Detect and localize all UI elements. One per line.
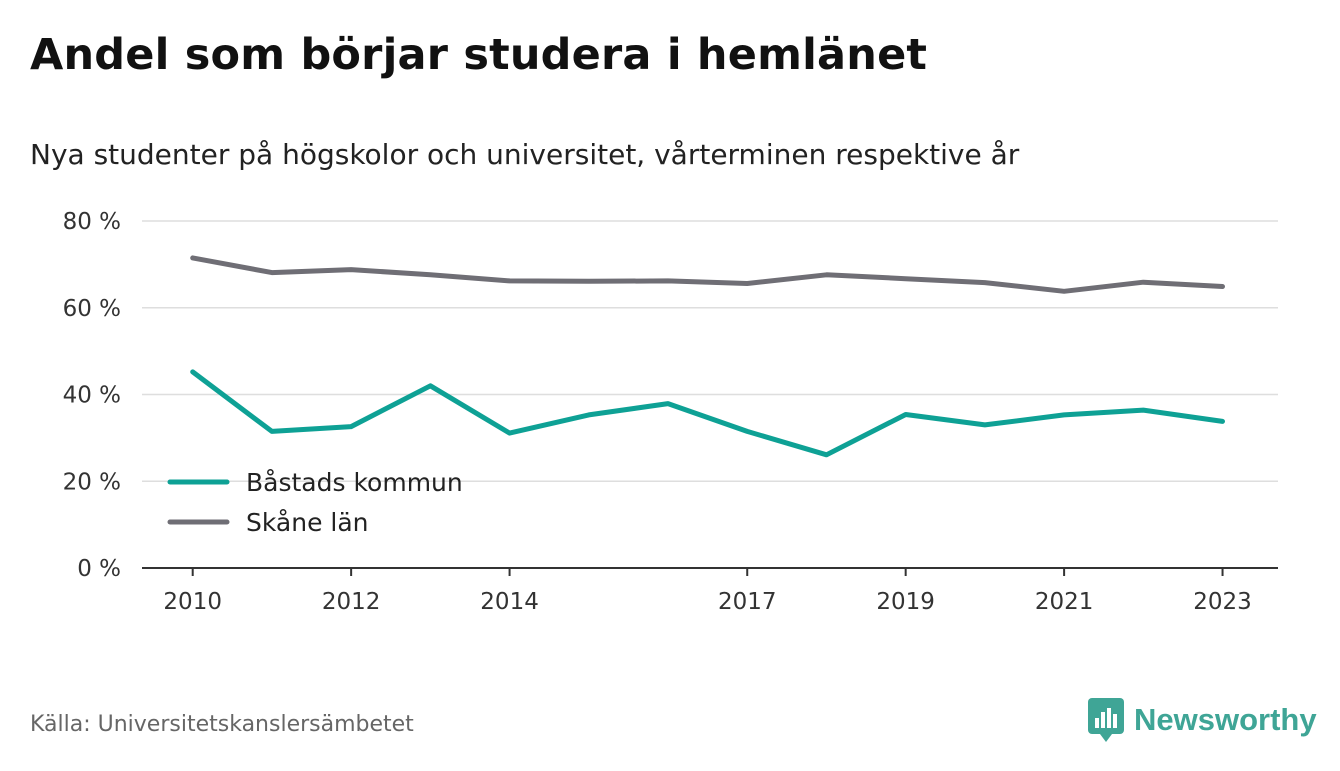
y-tick-label: 40 % [63, 383, 121, 409]
brand-name: Newsworthy [1134, 702, 1317, 737]
x-tick-label: 2021 [1035, 589, 1094, 615]
brand-logo: Newsworthy [1088, 698, 1317, 742]
x-tick-label: 2019 [876, 589, 935, 615]
x-tick-label: 2014 [480, 589, 539, 615]
legend-label: Båstads kommun [246, 468, 463, 497]
y-tick-label: 0 % [77, 556, 121, 582]
series-lines [190, 255, 1225, 458]
chart-subtitle: Nya studenter på högskolor och universit… [30, 138, 1020, 171]
grid-lines [142, 220, 1278, 482]
newsworthy-logo-icon [1088, 698, 1124, 742]
line-chart: 0 % 20 % 40 % 60 % 80 % 2010 2012 2014 2017 2019… [63, 209, 1278, 615]
chart-title: Andel som börjar studera i hemlänet [30, 30, 928, 80]
y-tick-label: 60 % [63, 296, 121, 322]
series-line-bastads-kommun [190, 369, 1225, 458]
legend: Båstads kommun Skåne län [167, 468, 463, 537]
x-tick-label: 2010 [163, 589, 222, 615]
x-tick-label: 2017 [718, 589, 777, 615]
source-note: Källa: Universitetskanslersämbetet [30, 712, 414, 737]
x-tick-label: 2012 [322, 589, 381, 615]
x-axis: 2010 2012 2014 2017 2019 2021 2023 [142, 567, 1278, 615]
series-line-skane-lan [190, 255, 1225, 294]
legend-label: Skåne län [246, 508, 369, 537]
y-tick-label: 80 % [63, 209, 121, 235]
x-tick-label: 2023 [1193, 589, 1252, 615]
y-axis: 0 % 20 % 40 % 60 % 80 % [63, 209, 121, 582]
y-tick-label: 20 % [63, 469, 121, 495]
